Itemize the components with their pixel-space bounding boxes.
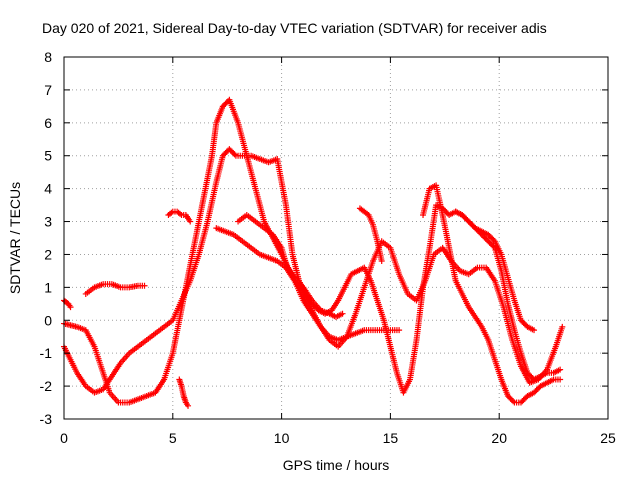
series-track-e: [165, 208, 194, 225]
y-tick-label: 8: [44, 49, 52, 65]
data-point: [231, 151, 238, 158]
data-point: [223, 148, 230, 155]
data-point: [557, 366, 564, 373]
tick-layer: [63, 56, 609, 420]
data-point: [460, 213, 467, 220]
y-axis-label: SDTVAR / TECUs: [7, 182, 23, 294]
y-tick-label: 5: [44, 148, 52, 164]
data-point: [219, 152, 226, 159]
x-tick-label: 0: [60, 430, 68, 446]
grid-layer: [64, 57, 608, 419]
data-point: [227, 147, 234, 154]
series-track-a: [61, 297, 74, 311]
data-point: [187, 218, 194, 225]
data-layer: [61, 96, 566, 409]
y-tick-label: -2: [40, 378, 53, 394]
data-point: [464, 217, 471, 224]
data-point: [507, 395, 514, 402]
y-tick-label: 7: [44, 82, 52, 98]
data-point: [468, 221, 475, 228]
series-track-f: [176, 376, 192, 409]
y-tick-label: 6: [44, 115, 52, 131]
data-point: [534, 385, 541, 392]
data-point: [486, 239, 493, 246]
y-tick-label: 2: [44, 246, 52, 262]
data-point: [485, 231, 492, 238]
data-point: [463, 215, 470, 222]
data-point: [484, 236, 491, 243]
data-point: [508, 396, 515, 403]
x-tick-label: 10: [274, 430, 290, 446]
x-axis-label: GPS time / hours: [283, 457, 390, 473]
data-point: [531, 327, 538, 334]
data-point: [531, 389, 538, 396]
x-tick-label: 15: [383, 430, 399, 446]
x-tick-label: 25: [600, 430, 616, 446]
series-track-b: [61, 96, 346, 406]
data-point: [517, 317, 524, 324]
data-point: [185, 402, 192, 409]
data-point: [312, 304, 319, 311]
data-point: [490, 236, 497, 243]
y-tick-label: 1: [44, 279, 52, 295]
chart-title: Day 020 of 2021, Sidereal Day-to-day VTE…: [42, 20, 547, 36]
data-point: [228, 148, 235, 155]
data-point: [559, 323, 566, 330]
data-point: [339, 310, 346, 317]
series-track-j: [420, 182, 564, 406]
data-point: [520, 396, 527, 403]
data-point: [222, 100, 229, 107]
data-point: [396, 327, 403, 334]
data-point: [461, 214, 468, 221]
data-point: [520, 319, 527, 326]
data-point: [378, 258, 385, 265]
data-point: [487, 234, 494, 241]
data-point: [489, 235, 496, 242]
x-tick-label: 20: [491, 430, 507, 446]
data-point: [481, 234, 488, 241]
data-point: [219, 103, 226, 110]
data-point: [469, 222, 476, 229]
data-point: [467, 219, 474, 226]
data-point: [517, 399, 524, 406]
data-point: [67, 304, 74, 311]
y-tick-label: 4: [44, 181, 52, 197]
data-point: [486, 233, 493, 240]
data-point: [482, 235, 489, 242]
x-tick-label: 5: [169, 430, 177, 446]
data-point: [487, 240, 494, 247]
series-track-d: [82, 281, 148, 297]
data-point: [506, 394, 513, 401]
y-tick-label: -3: [40, 411, 53, 427]
y-tick-label: -1: [40, 345, 53, 361]
data-point: [521, 395, 528, 402]
data-point: [504, 392, 511, 399]
data-point: [557, 376, 564, 383]
series-track-k: [452, 208, 538, 334]
data-point: [141, 282, 148, 289]
series-track-i: [356, 205, 385, 265]
y-tick-label: 0: [44, 312, 52, 328]
data-point: [222, 150, 229, 157]
data-point: [230, 150, 237, 157]
data-point: [221, 151, 228, 158]
tick-labels: 0 5 10 15 20 25 -3 -2 -1 0 1 2 3 4 5 6 7 8: [40, 49, 616, 446]
data-point: [510, 398, 517, 405]
data-point: [459, 211, 466, 218]
data-point: [223, 99, 230, 106]
data-point: [532, 388, 539, 395]
data-point: [519, 318, 526, 325]
data-point: [521, 321, 528, 328]
data-point: [485, 238, 492, 245]
data-point: [465, 218, 472, 225]
data-point: [226, 146, 233, 153]
plot-frame: [63, 56, 609, 420]
data-point: [519, 398, 526, 405]
data-point: [221, 102, 228, 109]
series-track-h: [235, 211, 403, 344]
y-tick-label: 3: [44, 214, 52, 230]
series-track-g: [213, 225, 566, 386]
data-point: [533, 387, 540, 394]
